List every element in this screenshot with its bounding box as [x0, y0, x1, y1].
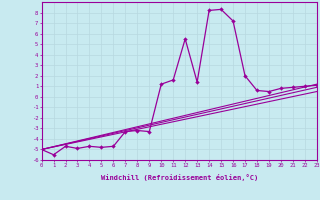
X-axis label: Windchill (Refroidissement éolien,°C): Windchill (Refroidissement éolien,°C) [100, 174, 258, 181]
